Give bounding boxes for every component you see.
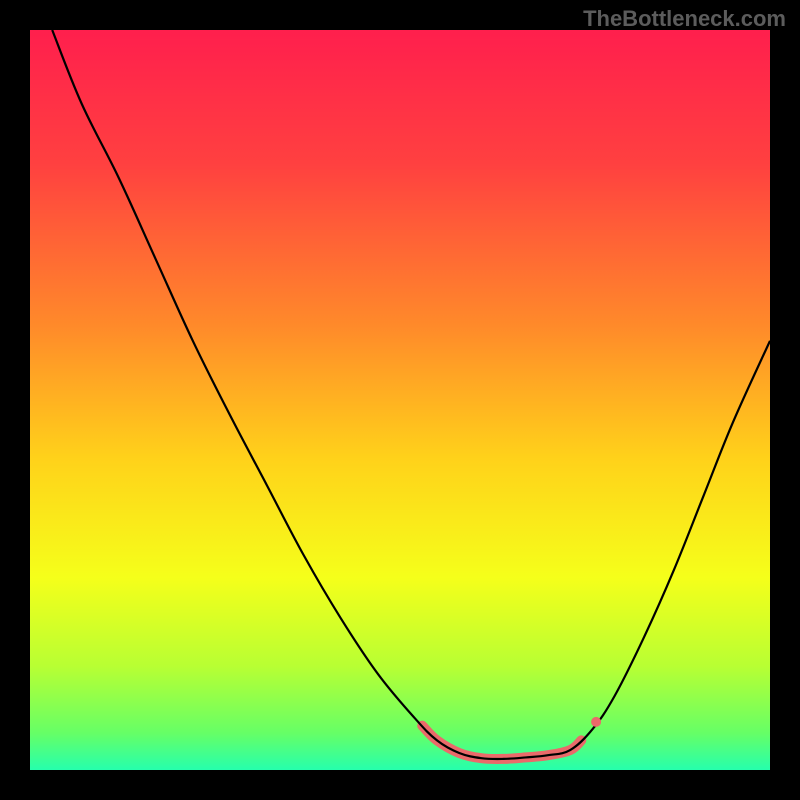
highlight-dot — [591, 717, 601, 727]
watermark-text: TheBottleneck.com — [583, 6, 786, 32]
chart-svg — [30, 30, 770, 770]
bottleneck-chart — [30, 30, 770, 770]
chart-background — [30, 30, 770, 770]
